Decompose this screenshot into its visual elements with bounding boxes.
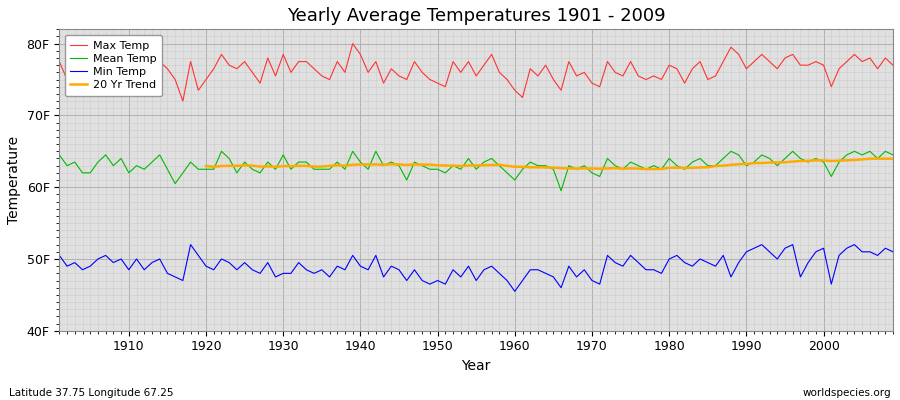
Mean Temp	[518, 167, 528, 172]
20 Yr Trend	[865, 156, 876, 161]
Max Temp	[887, 63, 898, 68]
20 Yr Trend	[201, 164, 212, 168]
Min Temp	[54, 253, 65, 258]
Min Temp	[525, 267, 535, 272]
Min Temp	[617, 264, 628, 268]
Title: Yearly Average Temperatures 1901 - 2009: Yearly Average Temperatures 1901 - 2009	[287, 7, 665, 25]
Min Temp	[887, 250, 898, 254]
Min Temp	[509, 289, 520, 294]
Max Temp	[617, 74, 628, 78]
Mean Temp	[116, 156, 127, 161]
Max Temp	[525, 66, 535, 71]
Max Temp	[301, 59, 311, 64]
Mean Temp	[216, 149, 227, 154]
Max Temp	[177, 99, 188, 104]
Max Temp	[116, 38, 127, 42]
20 Yr Trend	[887, 156, 898, 161]
Min Temp	[116, 256, 127, 261]
Min Temp	[185, 242, 196, 247]
Mean Temp	[54, 152, 65, 157]
Max Temp	[518, 95, 528, 100]
20 Yr Trend	[648, 167, 659, 172]
Mean Temp	[555, 188, 566, 193]
Line: Max Temp: Max Temp	[59, 40, 893, 101]
X-axis label: Year: Year	[462, 359, 490, 373]
Line: 20 Yr Trend: 20 Yr Trend	[206, 159, 893, 169]
Mean Temp	[887, 152, 898, 157]
20 Yr Trend	[293, 164, 304, 168]
Max Temp	[123, 81, 134, 86]
Max Temp	[347, 41, 358, 46]
Line: Min Temp: Min Temp	[59, 245, 893, 291]
Text: worldspecies.org: worldspecies.org	[803, 388, 891, 398]
Legend: Max Temp, Mean Temp, Min Temp, 20 Yr Trend: Max Temp, Mean Temp, Min Temp, 20 Yr Tre…	[65, 35, 162, 96]
Min Temp	[518, 278, 528, 283]
Max Temp	[54, 59, 65, 64]
20 Yr Trend	[409, 162, 419, 167]
Mean Temp	[509, 178, 520, 182]
Min Temp	[339, 267, 350, 272]
Min Temp	[293, 260, 304, 265]
20 Yr Trend	[687, 166, 698, 170]
20 Yr Trend	[779, 160, 790, 165]
Y-axis label: Temperature: Temperature	[7, 136, 21, 224]
Mean Temp	[339, 167, 350, 172]
20 Yr Trend	[795, 159, 806, 164]
Mean Temp	[617, 167, 628, 172]
20 Yr Trend	[872, 156, 883, 161]
Mean Temp	[293, 160, 304, 164]
Line: Mean Temp: Mean Temp	[59, 151, 893, 191]
Text: Latitude 37.75 Longitude 67.25: Latitude 37.75 Longitude 67.25	[9, 388, 174, 398]
